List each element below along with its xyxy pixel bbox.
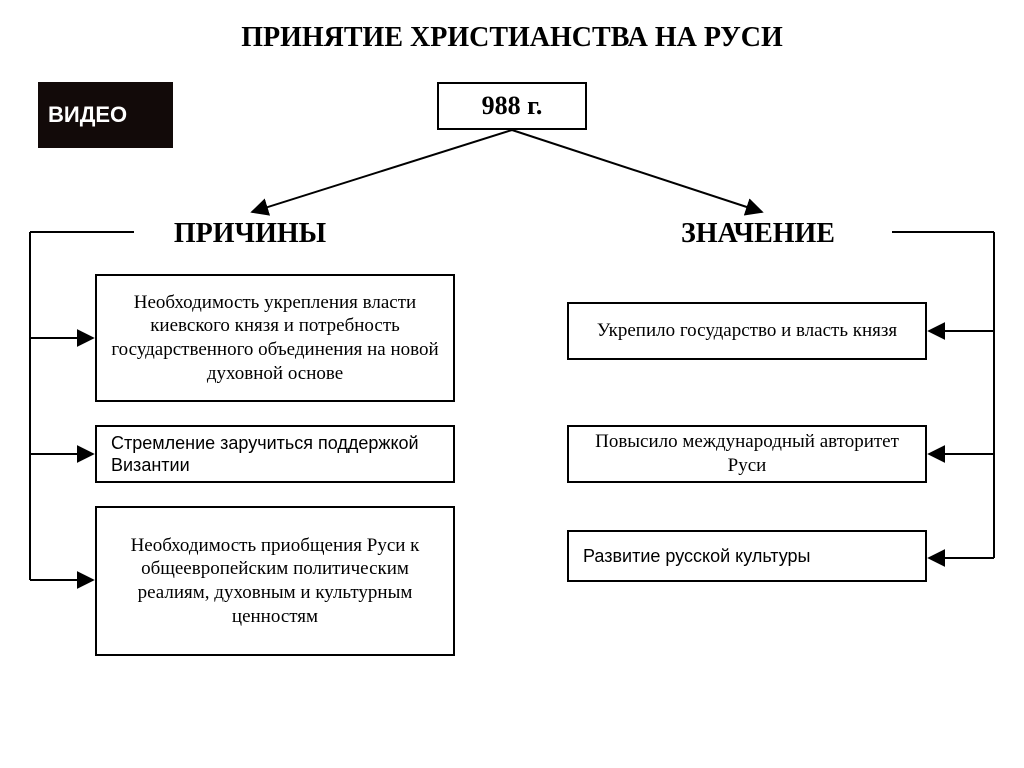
cause-box-1: Необходимость укрепления власти киевског… (95, 274, 455, 402)
meaning-box-1: Укрепило государство и власть князя (567, 302, 927, 360)
video-badge[interactable]: ВИДЕО (38, 82, 173, 148)
cause-box-3: Необходимость приобщения Руси к общеевро… (95, 506, 455, 656)
meaning-header: ЗНАЧЕНИЕ (628, 218, 888, 250)
year-box: 988 г. (437, 82, 587, 130)
diagram-title: ПРИНЯТИЕ ХРИСТИАНСТВА НА РУСИ (0, 22, 1024, 54)
cause-box-2: Стремление заручиться поддержкой Византи… (95, 425, 455, 483)
meaning-box-2: Повысило международный авторитет Руси (567, 425, 927, 483)
causes-header: ПРИЧИНЫ (140, 218, 360, 250)
meaning-box-3: Развитие русской культуры (567, 530, 927, 582)
